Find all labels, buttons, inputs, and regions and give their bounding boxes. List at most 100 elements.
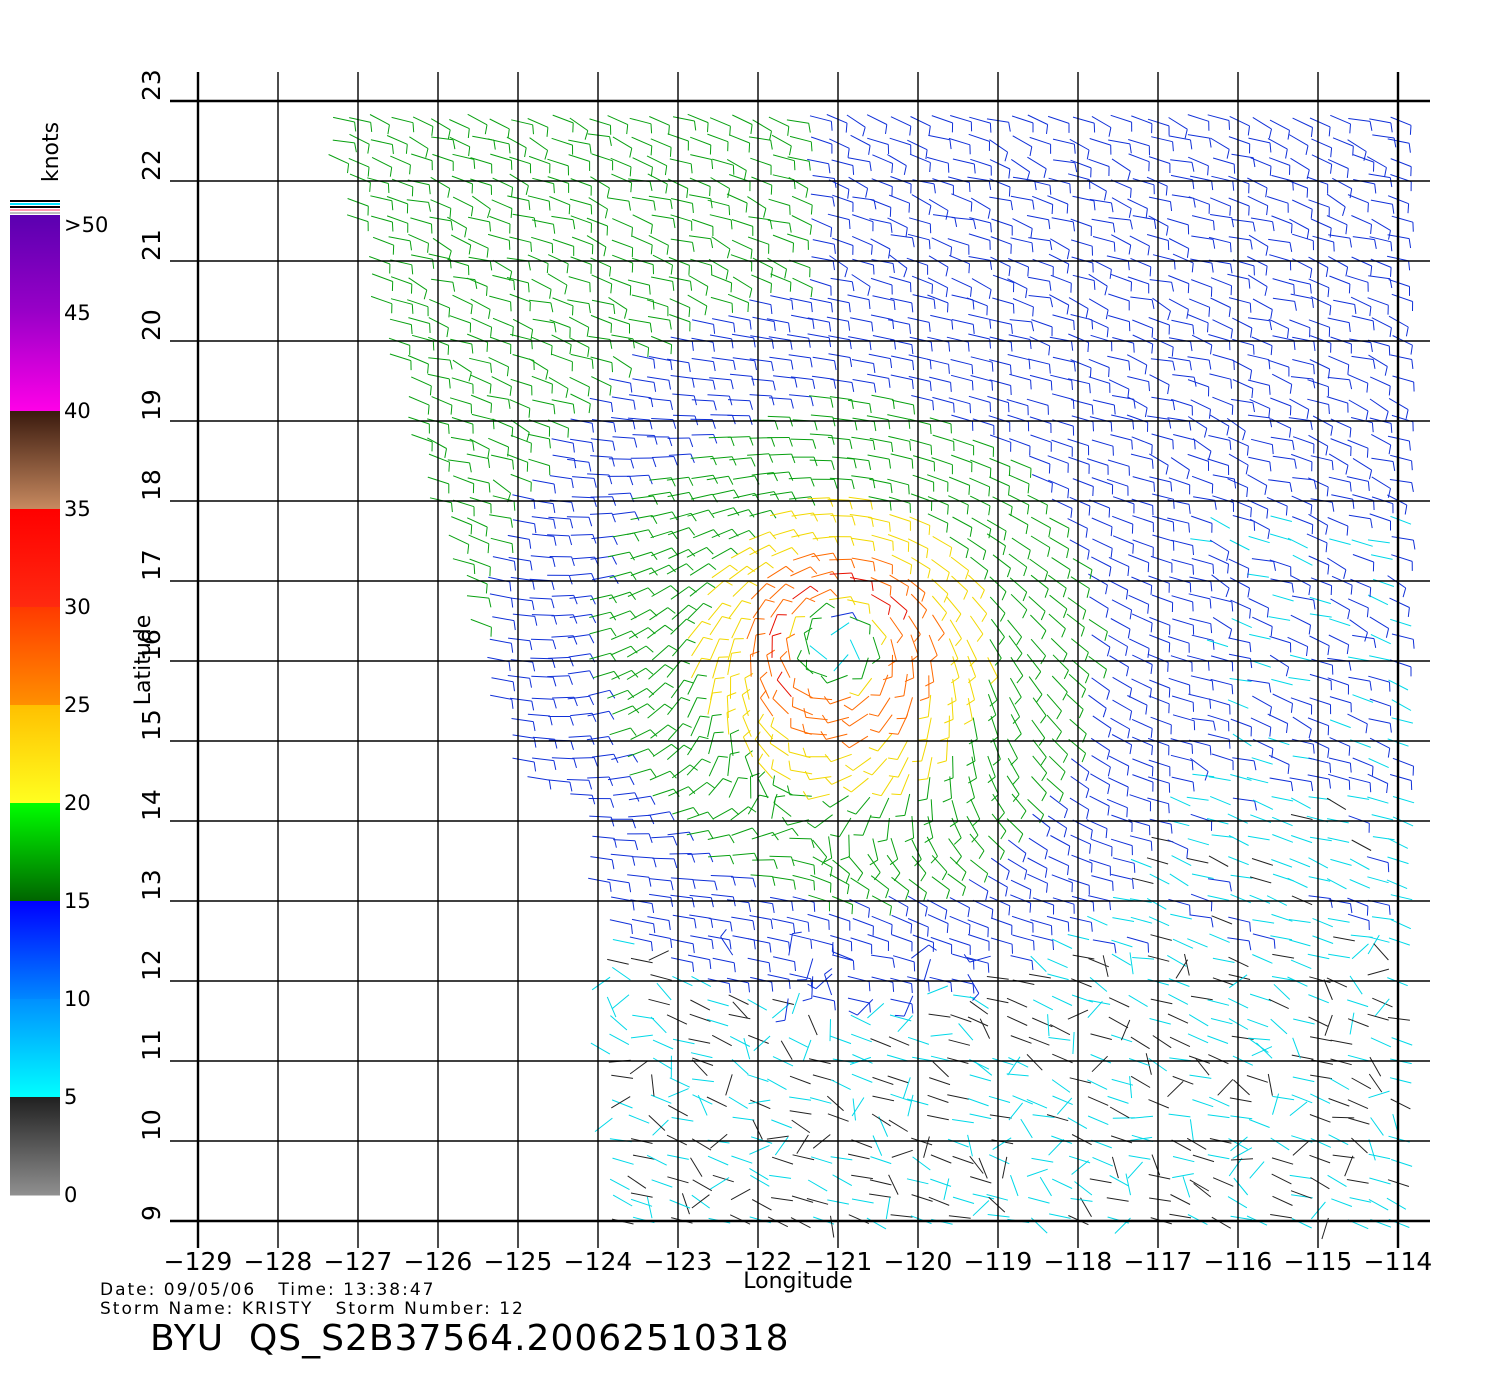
wind-barb-flag bbox=[937, 633, 945, 642]
lat-tick-label: 23 bbox=[137, 69, 166, 101]
lon-tick-label: −124 bbox=[564, 1247, 633, 1276]
wind-barb bbox=[1088, 358, 1110, 368]
wind-barb-flag bbox=[1291, 583, 1294, 593]
wind-barb bbox=[1291, 453, 1313, 463]
wind-barb bbox=[846, 457, 869, 462]
wind-barb bbox=[950, 556, 969, 571]
wind-barb bbox=[988, 835, 1005, 852]
wind-barb-flag bbox=[773, 472, 778, 482]
wind-barb-flag bbox=[847, 321, 851, 331]
wind-barb-flag bbox=[553, 536, 557, 546]
wind-barb bbox=[591, 274, 612, 285]
wind-barb bbox=[489, 593, 512, 599]
wind-barb bbox=[1347, 999, 1369, 1008]
wind-barb-flag bbox=[727, 692, 737, 697]
wind-barb bbox=[406, 199, 429, 203]
wind-barb bbox=[1187, 1033, 1209, 1044]
wind-barb-flag bbox=[1326, 486, 1329, 497]
wind-barb-flag bbox=[425, 148, 429, 158]
wind-barb bbox=[1047, 1014, 1050, 1037]
wind-barb bbox=[731, 916, 754, 922]
wind-barb bbox=[690, 455, 713, 459]
wind-barb-flag bbox=[651, 903, 655, 913]
wind-barb-flag bbox=[928, 205, 932, 216]
wind-barb-flag bbox=[1273, 561, 1276, 571]
wind-barb bbox=[1069, 916, 1092, 923]
wind-barb-flag bbox=[1189, 360, 1192, 371]
wind-barb bbox=[547, 176, 569, 184]
wind-barb bbox=[771, 134, 792, 147]
wind-barb-flag bbox=[1366, 607, 1369, 618]
wind-barb bbox=[1368, 675, 1390, 683]
wind-barb bbox=[808, 793, 830, 800]
wind-barb bbox=[1371, 814, 1394, 821]
wind-barb-flag bbox=[848, 302, 851, 313]
wind-barb-flag bbox=[1110, 422, 1113, 432]
wind-barb bbox=[467, 216, 490, 223]
wind-barb-flag bbox=[807, 922, 810, 932]
wind-barb bbox=[869, 437, 892, 443]
wind-barb-flag bbox=[1126, 786, 1129, 797]
wind-barb-flag bbox=[1129, 143, 1132, 154]
wind-barb bbox=[512, 494, 535, 500]
colorbar-band bbox=[10, 607, 60, 706]
wind-barb bbox=[1008, 553, 1027, 568]
wind-barb bbox=[527, 254, 549, 265]
wind-barb-flag bbox=[1066, 304, 1070, 315]
wind-barb bbox=[388, 337, 410, 346]
wind-barb-flag bbox=[448, 378, 451, 389]
wind-barb-flag bbox=[1129, 744, 1133, 755]
wind-barb bbox=[1189, 617, 1211, 625]
wind-barb bbox=[729, 373, 752, 377]
wind-barb-flag bbox=[787, 785, 791, 795]
wind-barb bbox=[809, 297, 832, 304]
wind-barb-flag bbox=[1046, 124, 1049, 134]
wind-barb bbox=[990, 937, 1013, 945]
wind-barb bbox=[651, 456, 674, 458]
date-label: Date: bbox=[100, 1280, 157, 1300]
wind-barb bbox=[1268, 238, 1291, 243]
wind-barb bbox=[790, 769, 813, 775]
wind-barb bbox=[811, 218, 832, 229]
wind-barb-flag bbox=[1207, 451, 1212, 461]
wind-barb bbox=[791, 1119, 811, 1134]
wind-barb bbox=[1049, 795, 1068, 810]
wind-barb bbox=[711, 894, 734, 898]
wind-barb bbox=[891, 554, 912, 566]
wind-barb-flag bbox=[805, 188, 809, 198]
wind-barb-flag bbox=[533, 217, 537, 228]
wind-barb bbox=[1145, 1053, 1152, 1075]
wind-barb bbox=[1191, 873, 1214, 879]
wind-barb bbox=[511, 119, 533, 126]
wind-barb bbox=[1167, 954, 1187, 967]
wind-barb-flag bbox=[1031, 960, 1034, 971]
wind-barb bbox=[1132, 515, 1154, 524]
wind-barb-flag bbox=[950, 658, 959, 666]
wind-barb bbox=[890, 453, 913, 460]
wind-barb-flag bbox=[1147, 562, 1150, 573]
wind-barb bbox=[1271, 174, 1293, 182]
wind-barb-flag bbox=[1030, 468, 1032, 478]
wind-barb bbox=[992, 738, 1001, 760]
wind-barb-flag bbox=[937, 760, 947, 764]
wind-barb-flag bbox=[1213, 220, 1215, 231]
wind-barb-flag bbox=[1325, 542, 1328, 553]
wind-barb bbox=[952, 516, 973, 528]
wind-barb bbox=[568, 653, 591, 658]
wind-barb bbox=[770, 726, 789, 740]
wind-barb bbox=[732, 1001, 748, 1019]
wind-barb-flag bbox=[710, 897, 714, 908]
wind-barb bbox=[690, 136, 711, 146]
wind-barb-flag bbox=[912, 237, 915, 248]
colorbar-label: 25 bbox=[64, 693, 91, 717]
wind-barb bbox=[850, 877, 870, 891]
wind-barb-flag bbox=[1125, 646, 1128, 656]
wind-barb bbox=[752, 257, 773, 269]
wind-barb-flag bbox=[1269, 142, 1272, 153]
wind-barb-flag bbox=[1253, 760, 1257, 771]
wind-barb bbox=[412, 116, 434, 127]
wind-barb bbox=[1109, 1175, 1130, 1187]
wind-barb-flag bbox=[1168, 642, 1171, 653]
wind-barb bbox=[1268, 998, 1289, 1010]
wind-barb bbox=[1310, 1036, 1332, 1042]
